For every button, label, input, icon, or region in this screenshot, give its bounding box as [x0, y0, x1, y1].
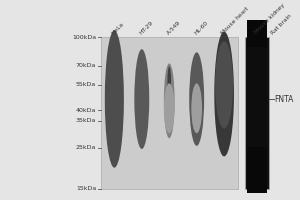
Ellipse shape [164, 83, 175, 133]
Text: 35kDa: 35kDa [76, 118, 96, 123]
Text: 25kDa: 25kDa [76, 145, 96, 150]
Ellipse shape [214, 32, 234, 156]
Text: Mouse heart: Mouse heart [220, 6, 250, 35]
Ellipse shape [189, 52, 204, 146]
Text: Rat brain: Rat brain [270, 13, 292, 35]
Ellipse shape [215, 41, 233, 128]
Text: 55kDa: 55kDa [76, 82, 96, 87]
Ellipse shape [134, 49, 149, 149]
Text: FNTA: FNTA [274, 95, 294, 104]
Text: Mouse kidney: Mouse kidney [254, 3, 286, 35]
Bar [247, 47, 267, 147]
Text: A-549: A-549 [166, 20, 182, 35]
Bar [100, 37, 238, 189]
Text: 70kDa: 70kDa [76, 63, 96, 68]
Text: 100kDa: 100kDa [72, 35, 96, 40]
Text: HT-29: HT-29 [138, 20, 154, 35]
Text: HeLa: HeLa [111, 21, 125, 35]
Text: HL-60: HL-60 [193, 20, 209, 35]
Text: 40kDa: 40kDa [76, 108, 96, 113]
Ellipse shape [191, 83, 202, 133]
Bar [247, 0, 267, 193]
Ellipse shape [164, 63, 175, 138]
Ellipse shape [167, 66, 171, 98]
Ellipse shape [105, 30, 124, 168]
Bar [245, 37, 269, 189]
Text: 15kDa: 15kDa [76, 186, 96, 191]
